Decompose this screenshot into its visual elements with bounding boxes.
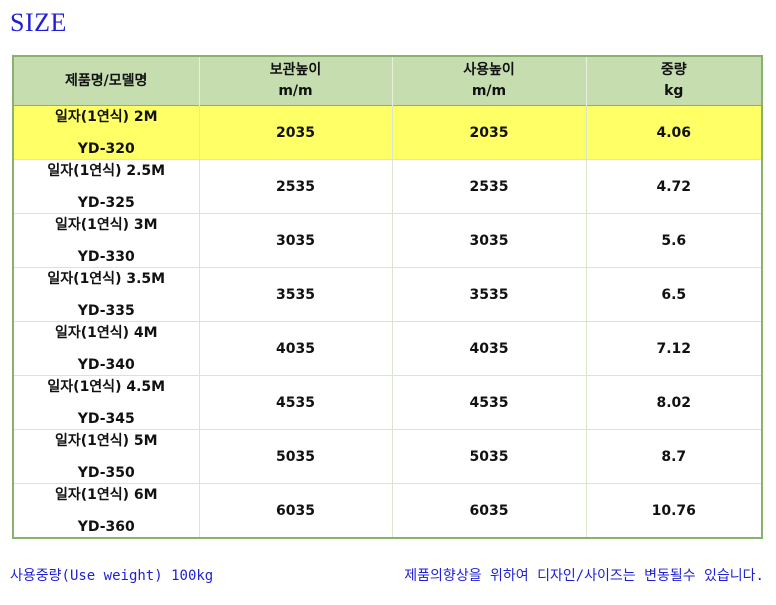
product-name: 일자(1연식) 3.5M — [47, 270, 166, 287]
cell-product-model: 일자(1연식) 6M YD-360 — [13, 483, 200, 539]
cell-product-model: 일자(1연식) 2M YD-320 — [13, 105, 200, 160]
cell-product-model: 일자(1연식) 4M YD-340 — [13, 321, 200, 376]
model-code: YD-335 — [77, 302, 135, 319]
table-row: 일자(1연식) 6M YD-360 6035 6035 10.76 — [13, 483, 762, 539]
cell-product-model: 일자(1연식) 3M YD-330 — [13, 213, 200, 268]
table-row: 일자(1연식) 4M YD-340 4035 4035 7.12 — [13, 321, 762, 376]
model-code: YD-360 — [77, 518, 135, 535]
cell-usage-height: 6035 — [392, 483, 587, 539]
header-label: 중량 — [660, 62, 687, 78]
cell-usage-height: 3035 — [392, 213, 587, 268]
cell-usage-height: 3535 — [392, 267, 587, 322]
table-row: 일자(1연식) 2M YD-320 2035 2035 4.06 — [13, 105, 762, 160]
header-unit: kg — [664, 83, 684, 99]
header-label: 보관높이 — [269, 62, 322, 78]
table-row: 일자(1연식) 4.5M YD-345 4535 4535 8.02 — [13, 375, 762, 430]
cell-product-model: 일자(1연식) 3.5M YD-335 — [13, 267, 200, 322]
product-name: 일자(1연식) 3M — [54, 216, 158, 233]
cell-product-model: 일자(1연식) 2.5M YD-325 — [13, 159, 200, 214]
model-code: YD-340 — [77, 356, 135, 373]
cell-storage-height: 5035 — [199, 429, 393, 484]
page-title: SIZE — [10, 8, 67, 37]
model-code: YD-345 — [77, 410, 135, 427]
cell-weight: 8.7 — [586, 429, 762, 484]
cell-weight: 8.02 — [586, 375, 762, 430]
product-name: 일자(1연식) 5M — [54, 432, 158, 449]
product-name: 일자(1연식) 4.5M — [47, 378, 166, 395]
cell-storage-height: 3035 — [199, 213, 393, 268]
header-label: 사용높이 — [463, 62, 515, 78]
model-code: YD-330 — [77, 248, 135, 265]
cell-usage-height: 2035 — [392, 105, 587, 160]
cell-weight: 4.06 — [586, 105, 762, 160]
cell-usage-height: 2535 — [392, 159, 587, 214]
cell-storage-height: 3535 — [199, 267, 393, 322]
header-weight: 중량 kg — [586, 56, 762, 106]
size-table: 제품명/모델명 보관높이 m/m 사용높이 m/m 중량 kg 일자(1연식) … — [12, 55, 763, 539]
table-header-row: 제품명/모델명 보관높이 m/m 사용높이 m/m 중량 kg — [13, 56, 762, 106]
model-code: YD-320 — [77, 140, 135, 157]
header-product-model: 제품명/모델명 — [13, 56, 200, 106]
cell-weight: 6.5 — [586, 267, 762, 322]
product-name: 일자(1연식) 2.5M — [47, 162, 166, 179]
footer-use-weight: 사용중량(Use weight) 100kg — [10, 568, 214, 584]
cell-usage-height: 5035 — [392, 429, 587, 484]
cell-storage-height: 2535 — [199, 159, 393, 214]
product-name: 일자(1연식) 6M — [54, 486, 158, 503]
cell-weight: 7.12 — [586, 321, 762, 376]
cell-product-model: 일자(1연식) 5M YD-350 — [13, 429, 200, 484]
cell-storage-height: 4535 — [199, 375, 393, 430]
cell-storage-height: 4035 — [199, 321, 393, 376]
cell-product-model: 일자(1연식) 4.5M YD-345 — [13, 375, 200, 430]
header-usage-height: 사용높이 m/m — [392, 56, 587, 106]
header-storage-height: 보관높이 m/m — [199, 56, 393, 106]
cell-weight: 4.72 — [586, 159, 762, 214]
model-code: YD-350 — [77, 464, 135, 481]
model-code: YD-325 — [77, 194, 135, 211]
table-row: 일자(1연식) 3.5M YD-335 3535 3535 6.5 — [13, 267, 762, 322]
product-name: 일자(1연식) 4M — [54, 324, 158, 341]
cell-weight: 5.6 — [586, 213, 762, 268]
table-row: 일자(1연식) 3M YD-330 3035 3035 5.6 — [13, 213, 762, 268]
header-unit: m/m — [278, 83, 313, 99]
table-row: 일자(1연식) 5M YD-350 5035 5035 8.7 — [13, 429, 762, 484]
cell-storage-height: 6035 — [199, 483, 393, 539]
cell-usage-height: 4035 — [392, 321, 587, 376]
cell-storage-height: 2035 — [199, 105, 393, 160]
header-unit: m/m — [471, 83, 507, 99]
header-label: 제품명/모델명 — [65, 72, 148, 89]
table-row: 일자(1연식) 2.5M YD-325 2535 2535 4.72 — [13, 159, 762, 214]
cell-weight: 10.76 — [586, 483, 762, 539]
cell-usage-height: 4535 — [392, 375, 587, 430]
product-name: 일자(1연식) 2M — [54, 108, 158, 125]
footer-notice: 제품의향상을 위하여 디자인/사이즈는 변동될수 있습니다. — [404, 568, 764, 584]
